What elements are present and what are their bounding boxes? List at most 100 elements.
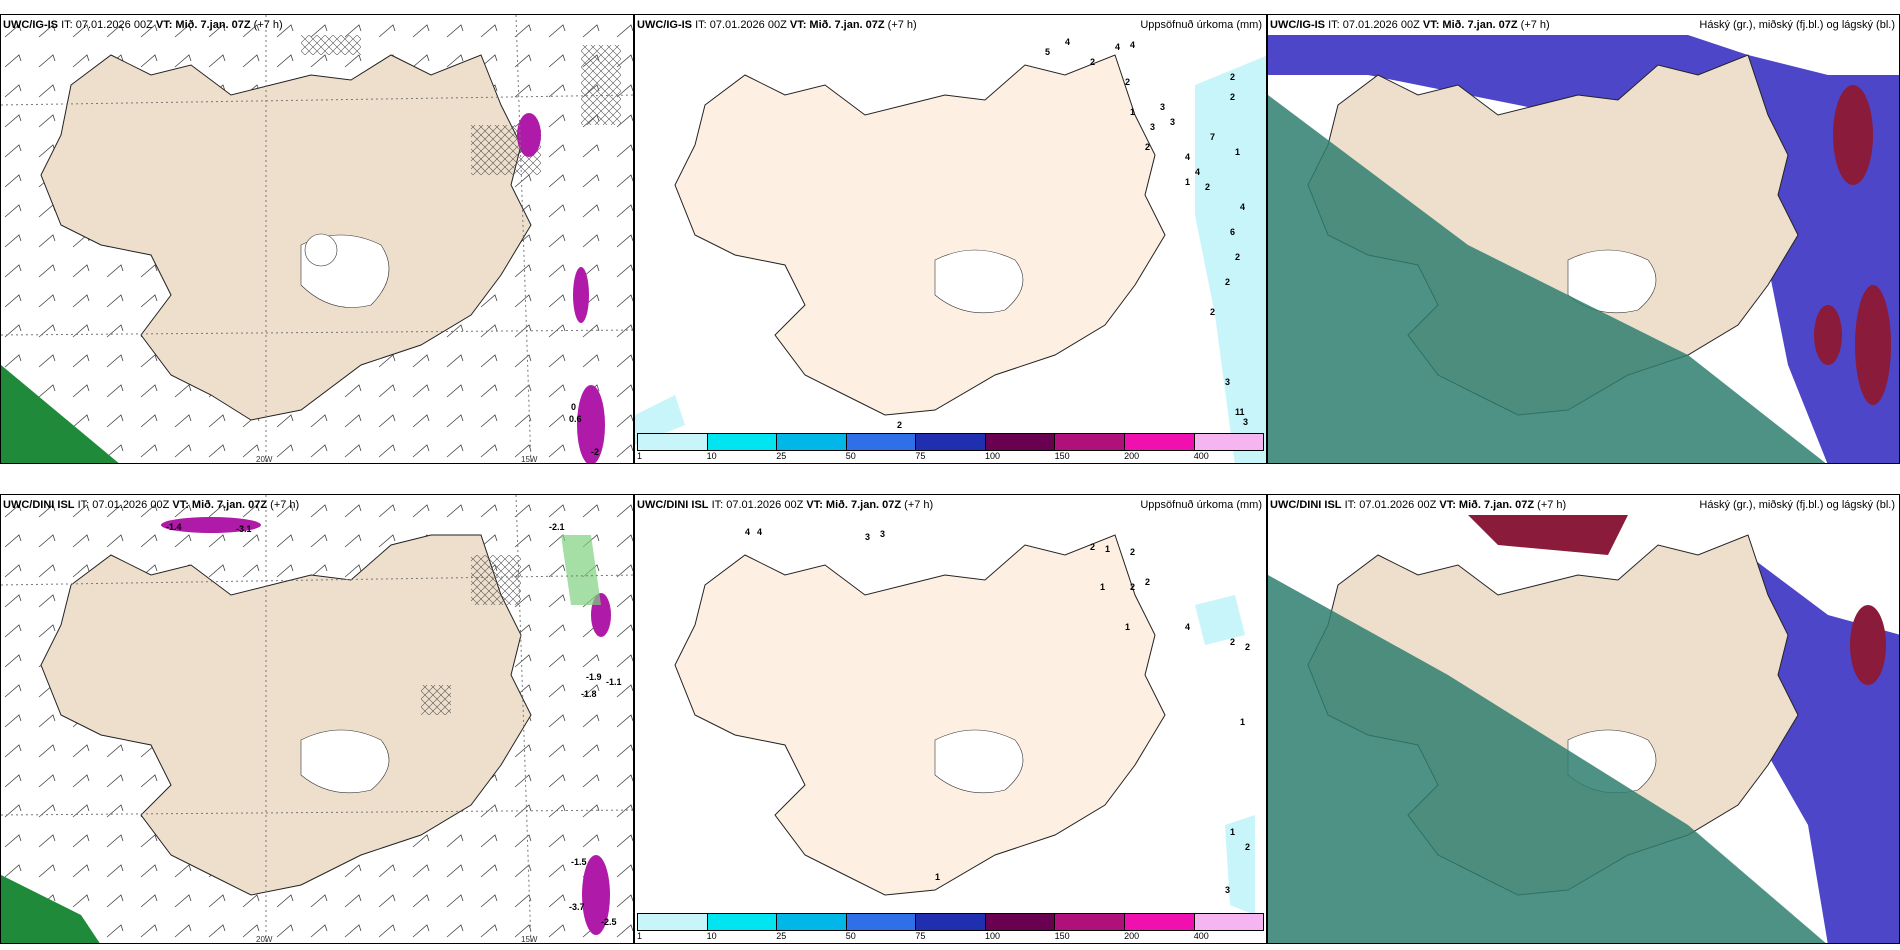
precip-label: 3 xyxy=(865,532,870,542)
glacier xyxy=(934,249,1024,314)
panel-title: UWC/DINI ISL IT: 07.01.2026 00Z VT: Mið.… xyxy=(3,499,300,511)
legend-tick: 10 xyxy=(706,931,717,941)
lon-label: 20W xyxy=(256,935,273,944)
precip-area xyxy=(1225,815,1255,915)
legend-tick: 50 xyxy=(845,931,856,941)
precip-label: 2 xyxy=(897,420,902,430)
map-clouds-top xyxy=(1268,35,1899,463)
lon-label: 20W xyxy=(256,455,273,464)
legend-tick: 200 xyxy=(1124,931,1140,941)
precip-label: 1 xyxy=(1235,147,1240,157)
precip-label: 1 xyxy=(935,872,940,882)
panel-title: UWC/IG-IS IT: 07.01.2026 00Z VT: Mið. 7.… xyxy=(1270,19,1550,31)
legend-tick: 25 xyxy=(776,931,787,941)
legend-swatch xyxy=(777,434,847,450)
precip-label: 3 xyxy=(880,529,885,539)
precip-label: 1 xyxy=(1240,717,1245,727)
precip-label: 4 xyxy=(1240,202,1245,212)
green-area xyxy=(561,535,601,605)
precip-label: 2 xyxy=(1210,307,1215,317)
panel-precip-top: 5 4 4 4 2 2 2 2 1 3 3 3 7 1 2 4 4 2 1 4 … xyxy=(634,14,1267,464)
legend-tick: 400 xyxy=(1193,931,1209,941)
hatch-area xyxy=(301,35,361,55)
precip-label: 2 xyxy=(1130,582,1135,592)
precip-area xyxy=(577,385,605,463)
legend-tick: 10 xyxy=(706,451,717,461)
temp-label: -1.5 xyxy=(571,857,587,867)
high-cloud xyxy=(1468,515,1628,555)
graticule xyxy=(1,574,633,586)
precip-label: 2 xyxy=(1125,77,1130,87)
panel-field-title: Háský (gr.), miðský (fj.bl.) og lágský (… xyxy=(1699,19,1895,31)
legend-colorbar xyxy=(637,433,1264,451)
legend-tick: 150 xyxy=(1054,931,1070,941)
graticule xyxy=(515,495,532,943)
precip-label: 1 xyxy=(1130,107,1135,117)
legend-tick: 1 xyxy=(637,451,643,461)
panel-title: UWC/IG-IS IT: 07.01.2026 00Z VT: Mið. 7.… xyxy=(637,19,917,31)
precip-label: 2 xyxy=(1235,252,1240,262)
precip-label: 5 xyxy=(1045,47,1050,57)
precip-label: 2 xyxy=(1230,72,1235,82)
legend-tick: 1 xyxy=(637,931,643,941)
green-area xyxy=(1,365,119,463)
legend-swatch xyxy=(985,914,1056,930)
precip-label: 4 xyxy=(745,527,750,537)
lon-label: 15W xyxy=(521,935,538,944)
legend-swatch xyxy=(1194,914,1264,930)
graticule xyxy=(515,15,532,463)
hatch-area xyxy=(471,555,521,605)
precip-area xyxy=(1195,55,1266,463)
precip-area xyxy=(582,855,610,935)
panel-wind-bottom: 20W 15W -1.4 -3.1 -2.1 -1.9 -1.1 -1.8 -1… xyxy=(0,494,634,944)
legend-swatch xyxy=(638,914,708,930)
temp-label: -2 xyxy=(591,447,599,457)
panel-field-title: Háský (gr.), miðský (fj.bl.) og lágský (… xyxy=(1699,499,1895,511)
precip-label: 2 xyxy=(1090,57,1095,67)
hatch-area xyxy=(421,685,451,715)
precip-label: 2 xyxy=(1245,642,1250,652)
legend-swatch xyxy=(707,914,778,930)
precip-label: 4 xyxy=(1195,167,1200,177)
precip-label: 4 xyxy=(1185,152,1190,162)
precip-label: 1 xyxy=(1100,582,1105,592)
precip-label: 1 xyxy=(1185,177,1190,187)
precip-label: 2 xyxy=(1245,842,1250,852)
iceland-land xyxy=(40,534,532,896)
precip-label: 3 xyxy=(1225,885,1230,895)
map-precip-bottom: 4 4 3 3 2 1 2 1 2 2 1 4 2 2 1 1 2 3 1 xyxy=(674,527,1255,915)
precip-area xyxy=(573,267,589,323)
temp-label: -3.7 xyxy=(569,902,585,912)
precip-label: 3 xyxy=(1170,117,1175,127)
temp-label: -1.4 xyxy=(166,522,182,532)
graticule xyxy=(1,94,633,106)
precip-label: 3 xyxy=(1225,377,1230,387)
legend-swatch xyxy=(1055,914,1125,930)
glacier xyxy=(304,233,338,267)
legend-swatch xyxy=(638,434,708,450)
high-cloud xyxy=(1814,305,1842,365)
high-cloud xyxy=(1833,85,1873,185)
iceland-land xyxy=(674,54,1166,416)
legend-swatch xyxy=(1055,434,1125,450)
precip-label: 3 xyxy=(1150,122,1155,132)
map-wind-bottom: 20W 15W -1.4 -3.1 -2.1 -1.9 -1.1 -1.8 -1… xyxy=(1,495,633,944)
legend-tick: 100 xyxy=(984,451,1001,461)
legend-tick: 200 xyxy=(1124,451,1140,461)
precip-label: 2 xyxy=(1145,142,1150,152)
glacier xyxy=(300,729,390,794)
lon-label: 15W xyxy=(521,455,538,464)
graticule xyxy=(1,809,633,816)
high-cloud xyxy=(1850,605,1886,685)
mid-cloud-band xyxy=(1268,95,1826,463)
precip-label: 3 xyxy=(1243,417,1248,427)
legend-swatch xyxy=(1194,434,1264,450)
temp-label: -3.1 xyxy=(236,524,252,534)
precip-label: 4 xyxy=(757,527,762,537)
legend-tick: 25 xyxy=(776,451,787,461)
legend-swatch xyxy=(846,434,917,450)
panel-clouds-bottom: UWC/DINI ISL IT: 07.01.2026 00Z VT: Mið.… xyxy=(1267,494,1900,944)
precip-label: 1 xyxy=(1230,827,1235,837)
precip-label: 6 xyxy=(1230,227,1235,237)
precip-area xyxy=(1195,595,1245,645)
